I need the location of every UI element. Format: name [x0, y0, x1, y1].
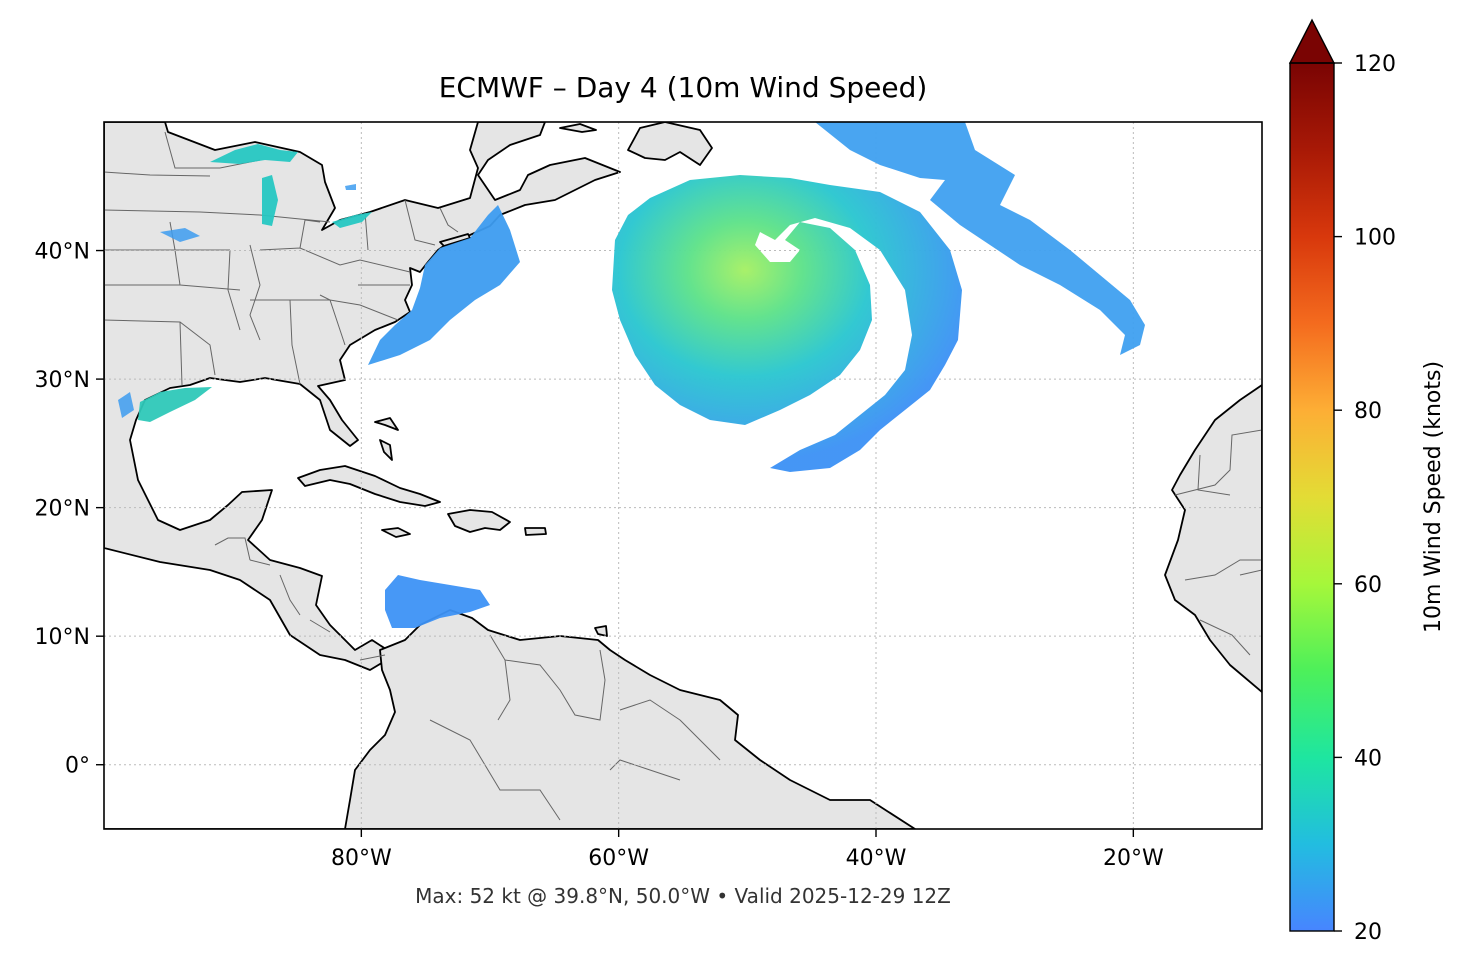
colorbar-ticks: 20 40 60 80 100 120 [1334, 52, 1396, 945]
lat-tick-label: 10°N [35, 625, 90, 650]
jamaica-land [381, 527, 411, 538]
trinidad-land [594, 625, 608, 637]
great-lakes-swath [210, 144, 372, 228]
colorbar-tick-label: 60 [1354, 573, 1382, 598]
borders-layer [104, 131, 1262, 821]
africa-land [1164, 384, 1262, 693]
colorbar-tick-label: 120 [1354, 52, 1396, 77]
lon-tick-label: 60°W [588, 846, 649, 871]
lat-tick-label: 30°N [35, 368, 90, 393]
colorbar-tick-label: 100 [1354, 226, 1396, 251]
longitude-ticks: 80°W 60°W 40°W 20°W [331, 829, 1164, 871]
map-frame [103, 121, 1263, 830]
gulf-swath [138, 387, 212, 422]
caribbean-swath [385, 575, 490, 628]
max-wind-footer: Max: 52 kt @ 39.8°N, 50.0°W • Valid 2025… [415, 884, 951, 908]
colorbar-tick-label: 20 [1354, 920, 1382, 945]
us-coast-swath [368, 205, 520, 365]
newfoundland-land [627, 122, 713, 166]
storm-north-band [815, 122, 1145, 355]
cuba-land [297, 465, 441, 507]
north-america-land [104, 122, 621, 671]
land-layer [104, 122, 1262, 829]
lat-tick-label: 20°N [35, 497, 90, 522]
colorbar-extend-arrow [1288, 18, 1336, 64]
storm-core-swath [612, 175, 962, 472]
colorbar-tick-label: 40 [1354, 746, 1382, 771]
colorbar: 20 40 60 80 100 120 10m Wind Speed (knots) [1288, 18, 1446, 945]
chart-title: ECMWF – Day 4 (10m Wind Speed) [438, 71, 928, 104]
lon-tick-label: 20°W [1103, 846, 1164, 871]
latitude-ticks: 40°N 30°N 20°N 10°N 0° [35, 240, 104, 779]
lat-tick-label: 40°N [35, 240, 90, 265]
south-america-land [104, 609, 916, 829]
lat-tick-label: 0° [65, 754, 90, 779]
lon-tick-label: 80°W [331, 846, 392, 871]
colorbar-gradient [1290, 63, 1334, 931]
colorbar-label: 10m Wind Speed (knots) [1421, 361, 1446, 633]
nova-scotia-land [559, 123, 597, 133]
hispaniola-land [447, 509, 511, 533]
lon-tick-label: 40°W [846, 846, 907, 871]
wind-field [118, 122, 1145, 628]
bahamas-land [374, 417, 399, 461]
puerto-rico-land [524, 527, 547, 536]
colorbar-tick-label: 80 [1354, 399, 1382, 424]
